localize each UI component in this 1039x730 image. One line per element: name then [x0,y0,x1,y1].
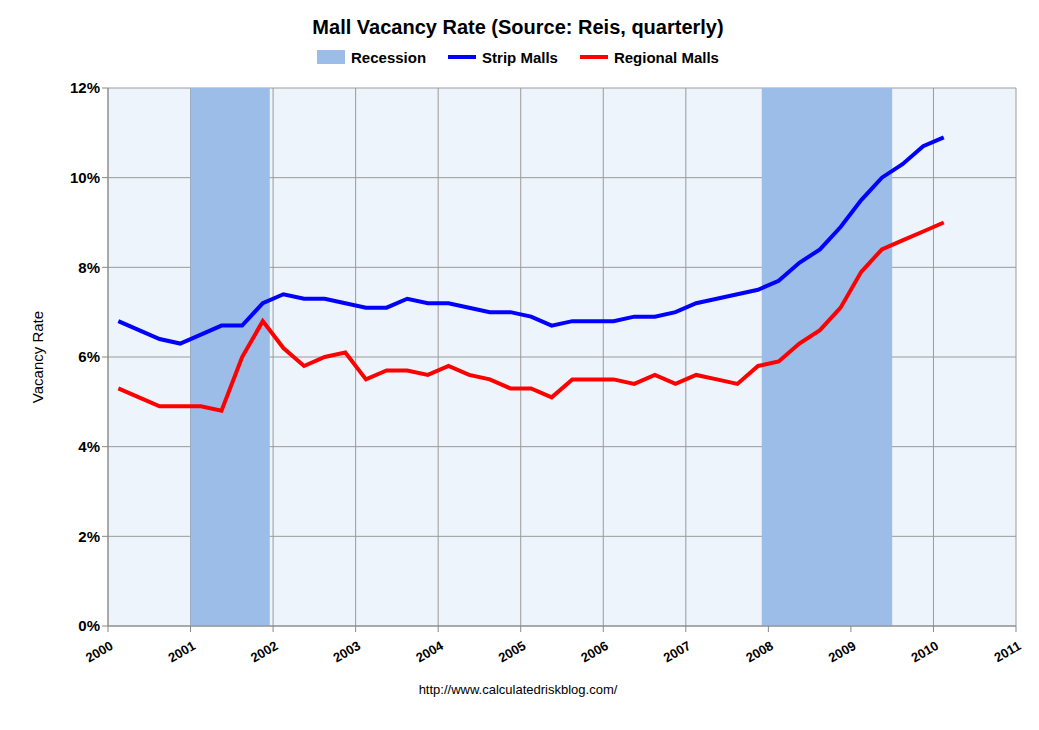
svg-text:2010: 2010 [908,638,941,665]
svg-text:Vacancy Rate: Vacancy Rate [29,311,46,403]
html-text:Regional Malls: Regional Malls [613,48,719,66]
svg-text:2003: 2003 [331,638,364,665]
svg-text:2011: 2011 [992,638,1024,665]
svg-text:2001: 2001 [165,638,198,665]
svg-text:2005: 2005 [496,638,529,665]
svg-text:2008: 2008 [743,638,776,665]
svg-text:4%: 4% [78,438,100,455]
svg-text:2000: 2000 [83,638,116,665]
svg-text:8%: 8% [78,259,100,276]
svg-text:12%: 12% [70,79,100,96]
svg-text:2004: 2004 [413,638,446,666]
svg-text:2006: 2006 [578,638,611,665]
html-text:Strip Malls: Strip Malls [482,48,558,66]
html-text:http://www.calculatedriskblog.: http://www.calculatedriskblog.com/ [418,682,618,697]
html-text:Recession: Recession [351,48,427,66]
html-text:Mall Vacancy Rate (Source: Rei: Mall Vacancy Rate (Source: Reis, quarter… [312,16,724,38]
svg-text:2%: 2% [78,528,100,545]
svg-text:2007: 2007 [661,638,694,665]
svg-text:0%: 0% [78,617,100,634]
svg-text:2009: 2009 [826,638,859,665]
svg-text:10%: 10% [70,169,100,186]
svg-text:6%: 6% [78,348,100,365]
svg-text:2002: 2002 [248,638,281,665]
